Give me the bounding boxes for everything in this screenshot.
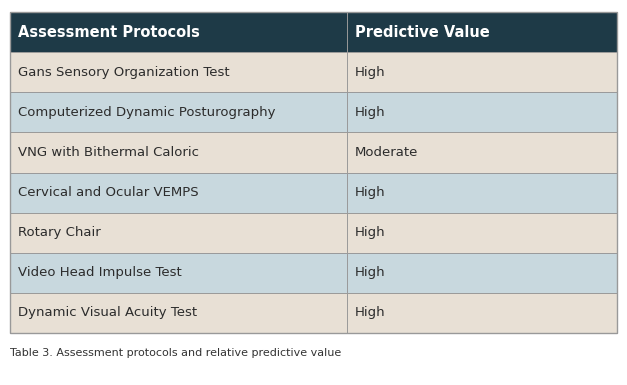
Bar (347, 132, 617, 172)
Bar (10, 52, 347, 92)
Text: Cervical and Ocular VEMPS: Cervical and Ocular VEMPS (18, 186, 199, 199)
Text: High: High (355, 106, 386, 119)
Text: High: High (355, 306, 386, 320)
Bar (10, 132, 347, 172)
Bar (10, 213, 347, 253)
Text: Moderate: Moderate (355, 146, 418, 159)
Bar (10, 172, 347, 213)
Text: Table 3. Assessment protocols and relative predictive value: Table 3. Assessment protocols and relati… (10, 348, 341, 358)
Bar (347, 293, 617, 333)
Bar (347, 92, 617, 132)
Text: Computerized Dynamic Posturography: Computerized Dynamic Posturography (18, 106, 276, 119)
Text: Predictive Value: Predictive Value (355, 25, 490, 40)
Text: Gans Sensory Organization Test: Gans Sensory Organization Test (18, 66, 229, 79)
Bar (347, 172, 617, 213)
Bar (347, 52, 617, 92)
Bar (10, 293, 347, 333)
Bar (10, 253, 347, 293)
Text: VNG with Bithermal Caloric: VNG with Bithermal Caloric (18, 146, 199, 159)
Text: Dynamic Visual Acuity Test: Dynamic Visual Acuity Test (18, 306, 198, 320)
Text: High: High (355, 266, 386, 279)
Bar (347, 12, 617, 52)
Text: High: High (355, 226, 386, 239)
Text: Video Head Impulse Test: Video Head Impulse Test (18, 266, 182, 279)
Bar (10, 12, 347, 52)
Text: Assessment Protocols: Assessment Protocols (18, 25, 200, 40)
Bar (10, 12, 617, 333)
Bar (347, 253, 617, 293)
Text: Rotary Chair: Rotary Chair (18, 226, 101, 239)
Bar (347, 213, 617, 253)
Text: High: High (355, 66, 386, 79)
Text: High: High (355, 186, 386, 199)
Bar (10, 92, 347, 132)
